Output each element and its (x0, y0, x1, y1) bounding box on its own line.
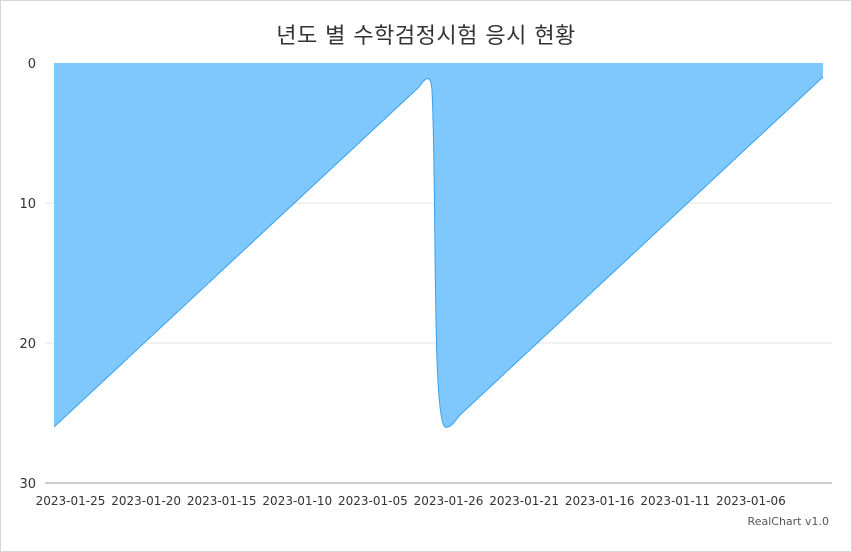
x-tick-label: 2023-01-05 (338, 494, 408, 508)
credits-label[interactable]: RealChart v1.0 (747, 515, 829, 528)
series-area-fill[interactable] (54, 63, 823, 428)
series-area (53, 63, 824, 428)
x-tick-label: 2023-01-25 (36, 494, 106, 508)
y-tick-label: 30 (19, 477, 36, 492)
y-tick-label: 0 (28, 57, 36, 72)
x-tick-label: 2023-01-06 (716, 494, 786, 508)
x-tick-label: 2023-01-10 (262, 494, 332, 508)
chart-title: 년도 별 수학검정시험 응시 현황 (276, 24, 576, 49)
x-tick-label: 2023-01-16 (565, 494, 635, 508)
x-tick-label: 2023-01-11 (640, 494, 710, 508)
x-tick-label: 2023-01-20 (111, 494, 181, 508)
x-tick-label: 2023-01-21 (489, 494, 559, 508)
x-tick-label: 2023-01-26 (414, 494, 484, 508)
x-tick-label: 2023-01-15 (187, 494, 257, 508)
series-line[interactable] (53, 76, 824, 428)
y-tick-label: 20 (19, 337, 36, 352)
y-tick-label: 10 (19, 197, 36, 212)
